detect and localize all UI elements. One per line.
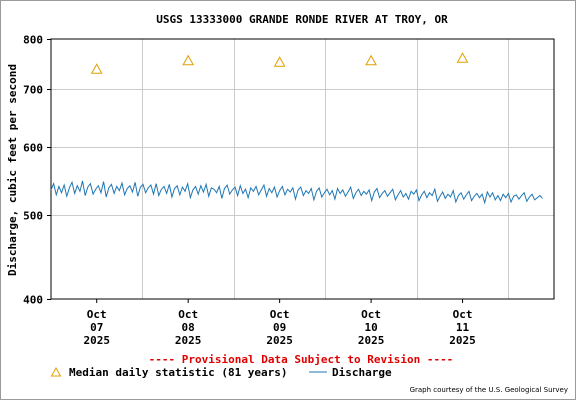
x-tick-label-month: Oct: [178, 308, 198, 321]
x-tick-label-month: Oct: [453, 308, 473, 321]
legend: Median daily statistic (81 years) Discha…: [50, 366, 392, 379]
y-tick-label: 700: [23, 84, 43, 97]
x-tick-label-day: 07: [90, 321, 103, 334]
x-tick-label-year: 2025: [449, 334, 476, 347]
x-axis-ticks: Oct072025Oct082025Oct092025Oct102025Oct1…: [83, 299, 476, 347]
discharge-line: [50, 180, 543, 205]
x-tick-label-month: Oct: [361, 308, 381, 321]
y-tick-label: 500: [23, 210, 43, 223]
y-axis-ticks: 800 700 600 500 400: [23, 34, 51, 307]
x-tick-label-day: 11: [456, 321, 470, 334]
median-marker: [456, 52, 469, 63]
x-tick-label-year: 2025: [358, 334, 385, 347]
plot-area: [50, 38, 555, 300]
series: [50, 52, 543, 205]
chart-title: USGS 13333000 GRANDE RONDE RIVER AT TROY…: [156, 13, 448, 26]
median-marker: [365, 54, 377, 66]
y-tick-label: 800: [23, 34, 43, 47]
median-marker: [273, 56, 286, 67]
x-tick-label-day: 09: [273, 321, 286, 334]
legend-median-label: Median daily statistic (81 years): [69, 366, 288, 379]
provisional-notice: ---- Provisional Data Subject to Revisio…: [149, 353, 454, 366]
x-tick-label-month: Oct: [87, 308, 107, 321]
median-marker: [182, 54, 195, 66]
x-tick-label-year: 2025: [266, 334, 293, 347]
median-marker: [90, 63, 103, 74]
x-tick-label-day: 10: [364, 321, 377, 334]
x-tick-label-year: 2025: [83, 334, 110, 347]
legend-median-marker-icon: [50, 366, 62, 377]
y-tick-label: 400: [23, 294, 43, 307]
x-tick-label-day: 08: [182, 321, 195, 334]
grid: [51, 39, 554, 299]
x-tick-label-month: Oct: [270, 308, 290, 321]
x-tick-label-year: 2025: [175, 334, 202, 347]
y-tick-label: 600: [23, 142, 43, 155]
y-axis-label: Discharge, cubic feet per second: [6, 64, 19, 276]
courtesy-note: Graph courtesy of the U.S. Geological Su…: [410, 386, 568, 394]
legend-discharge-label: Discharge: [332, 366, 392, 379]
